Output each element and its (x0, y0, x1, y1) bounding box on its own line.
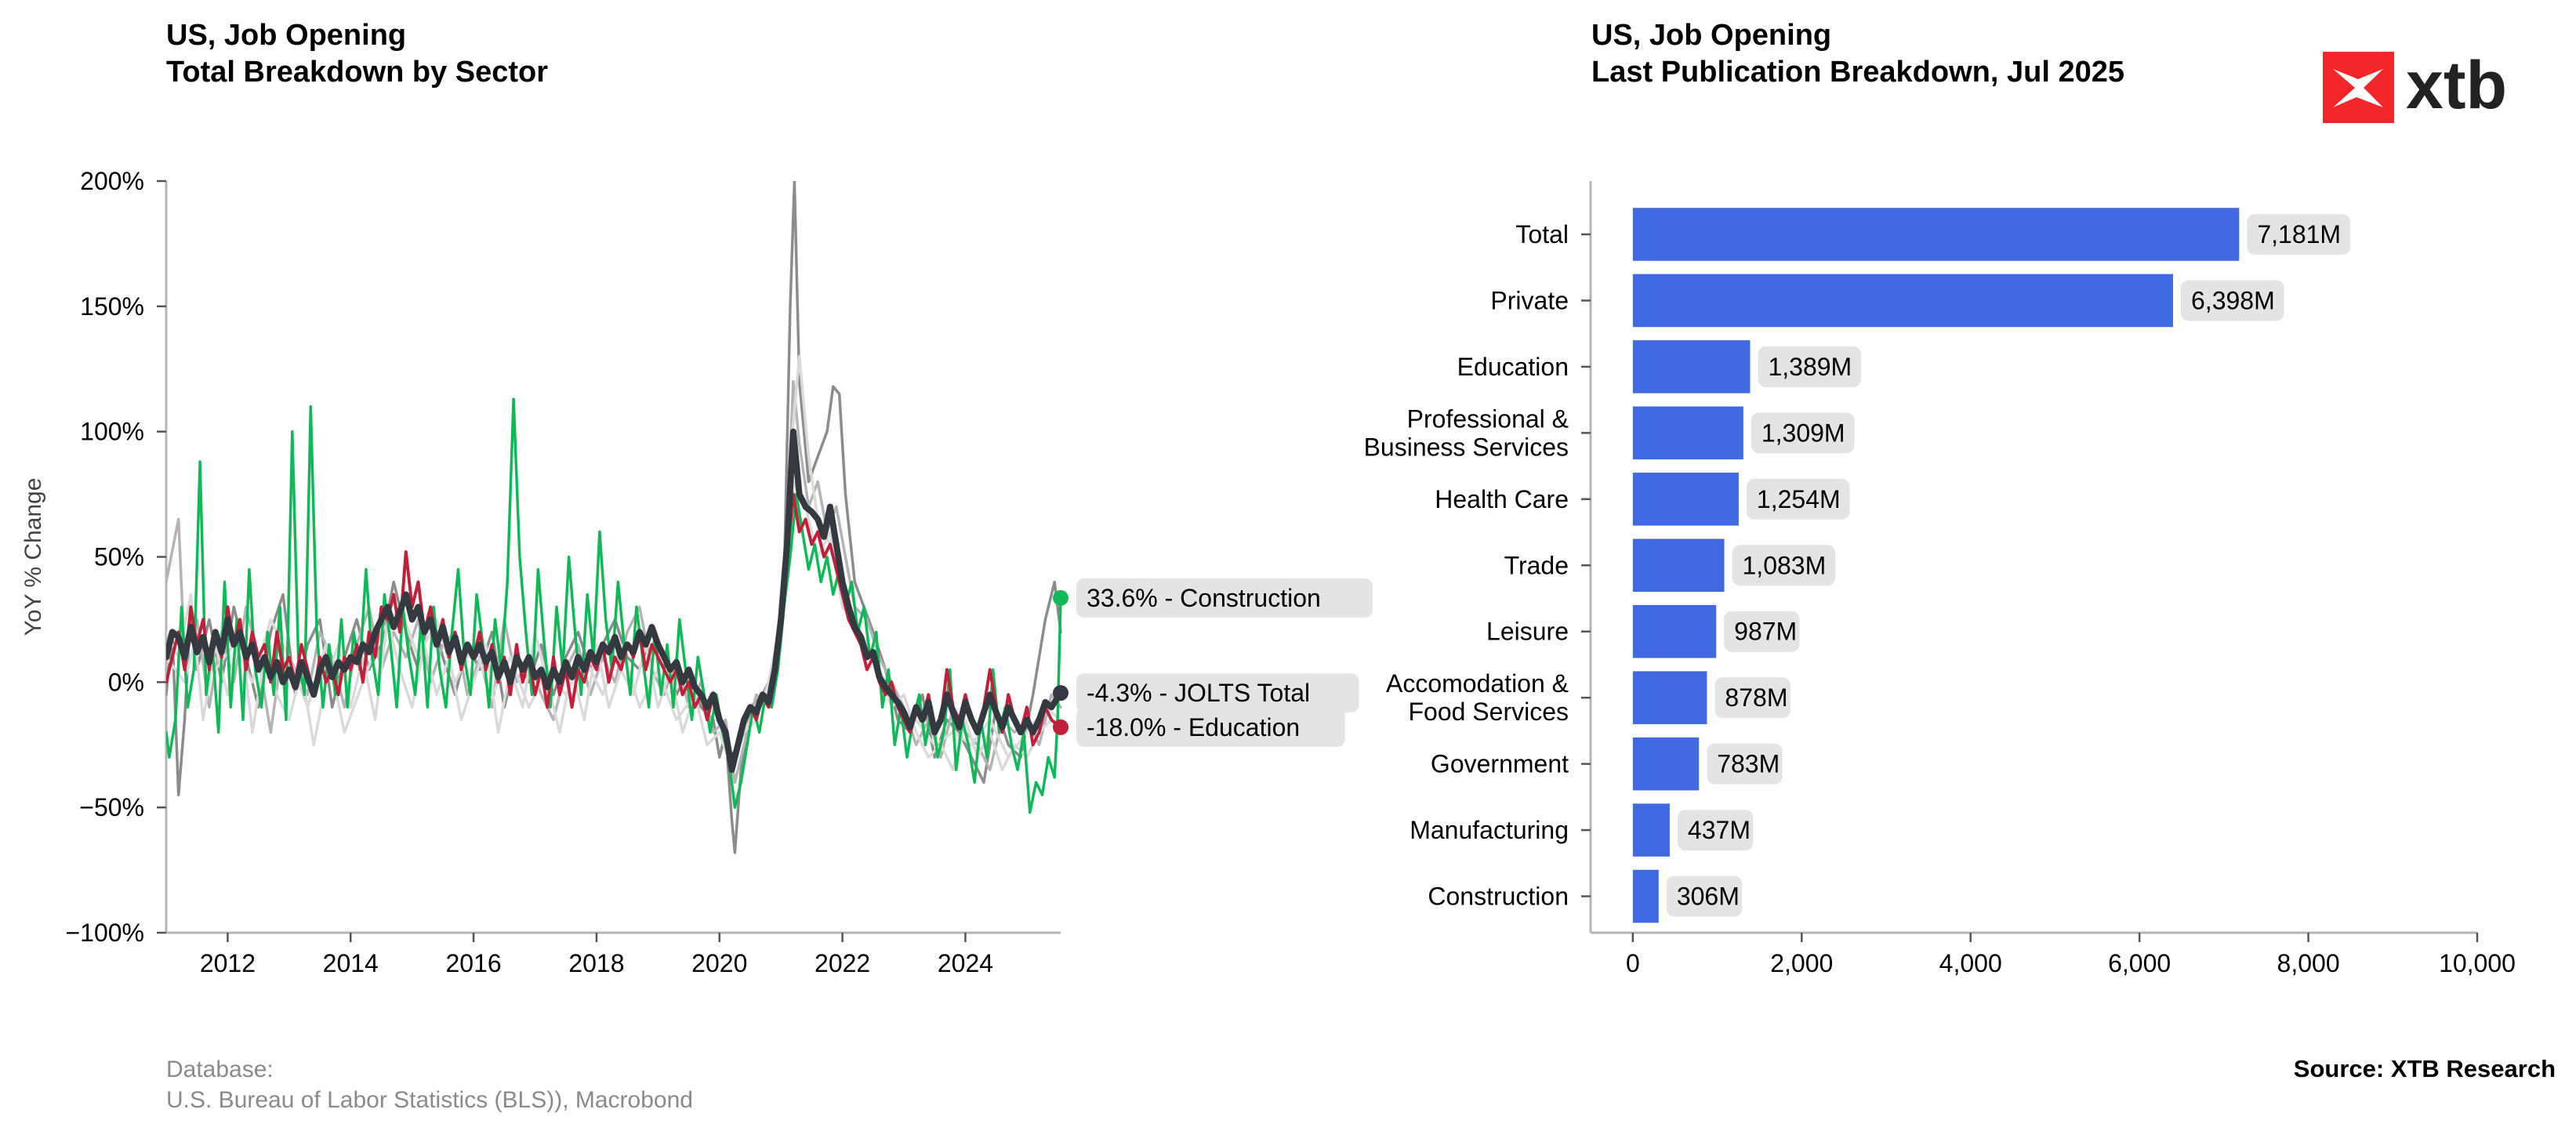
value-label-box (2181, 280, 2284, 321)
annotation-box (1076, 673, 1359, 713)
bar-category-label: Business Services (1364, 433, 1569, 461)
annotation-label-total: -4.3% - JOLTS Total (1087, 679, 1310, 707)
bar (1632, 869, 1659, 923)
annotation-box (1076, 578, 1373, 618)
x-tick-label: 2024 (938, 949, 993, 977)
y-tick-label: −50% (79, 793, 144, 821)
y-tick-label: 100% (80, 418, 144, 446)
value-label: 1,254M (1757, 485, 1841, 513)
y-tick-label: 50% (94, 543, 144, 571)
database-source: U.S. Bureau of Labor Statistics (BLS)), … (166, 1087, 693, 1113)
value-label-box (1751, 412, 1855, 454)
bar (1632, 538, 1725, 593)
x-tick-label: 2020 (691, 949, 747, 977)
bar-chart: 0 2,000 4,000 6,000 8,000 10,000 Total 7,181M P… (1364, 181, 2516, 977)
x-tick-label: 2016 (446, 949, 502, 977)
right-chart-subtitle: Last Publication Breakdown, Jul 2025 (1591, 56, 2124, 89)
line-chart-axes: −100% −50% 0% 50% 100% 150% 200% 2012 2014 2016 20… (65, 167, 1061, 977)
annotation-box (1076, 707, 1345, 747)
bar-category-label: Health Care (1435, 485, 1569, 513)
line-chart: −100% −50% 0% 50% 100% 150% 200% 2012 2014 2016 20… (20, 167, 1373, 977)
end-marker-construction (1053, 589, 1068, 606)
x-tick-label: 2014 (323, 949, 379, 977)
bar-category-label: Leisure (1486, 618, 1569, 646)
bar (1632, 604, 1717, 658)
left-chart-title: US, Job Opening (166, 19, 406, 52)
bar-x-tick-label: 4,000 (1939, 949, 2002, 977)
value-label-box (1758, 346, 1862, 387)
bar (1632, 671, 1707, 724)
value-label: 878M (1725, 683, 1787, 712)
y-tick-label: 200% (80, 167, 144, 195)
x-tick-label: 2018 (568, 949, 624, 977)
xtb-logo-text: xtb (2406, 48, 2507, 123)
bar-category-label: Private (1490, 286, 1569, 314)
series-line-gray2 (166, 379, 1062, 784)
value-label-box (1677, 810, 1754, 851)
bar-category-label: Trade (1504, 551, 1569, 579)
bar-category-label: Food Services (1408, 698, 1569, 726)
value-label: 306M (1677, 883, 1740, 911)
value-label: 437M (1688, 816, 1751, 844)
bar-chart-axes: 0 2,000 4,000 6,000 8,000 10,000 (1589, 181, 2516, 977)
value-label: 1,309M (1761, 419, 1845, 447)
value-label: 1,389M (1768, 353, 1852, 381)
value-label: 1,083M (1743, 551, 1827, 579)
value-label-box (2247, 214, 2350, 255)
bar-x-tick-label: 8,000 (2277, 949, 2340, 977)
xtb-logo-x-icon (2333, 69, 2383, 107)
bar-x-tick-label: 2,000 (1770, 949, 1833, 977)
bar (1632, 737, 1700, 791)
bar-x-tick-label: 6,000 (2108, 949, 2171, 977)
y-tick-label: 150% (80, 292, 144, 321)
value-label-box (1707, 743, 1783, 785)
value-label-box (1724, 611, 1800, 652)
value-label: 7,181M (2257, 220, 2341, 248)
y-tick-label: −100% (65, 919, 144, 947)
line-chart-y-axis-label: YoY % Change (20, 478, 46, 636)
annotation-label-construction: 33.6% - Construction (1087, 584, 1321, 612)
source-credit: Source: XTB Research (2294, 1055, 2556, 1082)
bar-x-tick-label: 0 (1626, 949, 1640, 977)
bar (1632, 473, 1739, 526)
xtb-logo: xtb (2323, 48, 2507, 123)
bar (1632, 208, 2240, 261)
bar-category-label: Professional & (1407, 404, 1569, 433)
bar-category-label: Total (1515, 220, 1569, 248)
bar (1632, 803, 1670, 857)
value-label-box (1714, 677, 1791, 719)
bar (1632, 274, 2174, 328)
bar-category-label: Manufacturing (1410, 816, 1569, 844)
end-marker-total (1053, 685, 1068, 701)
bar (1632, 340, 1751, 393)
bar-category-label: Government (1431, 750, 1569, 778)
x-tick-label: 2022 (815, 949, 870, 977)
right-chart-title: US, Job Opening (1591, 19, 1831, 52)
x-tick-label: 2012 (200, 949, 256, 977)
left-chart-subtitle: Total Breakdown by Sector (166, 56, 548, 89)
bar-category-label: Construction (1428, 883, 1569, 911)
value-label: 987M (1734, 618, 1797, 646)
series-line-total (166, 428, 1062, 774)
bar-x-tick-label: 10,000 (2439, 949, 2516, 977)
bar (1632, 406, 1743, 460)
bar-category-label: Accomodation & (1386, 669, 1569, 698)
end-marker-education (1053, 719, 1068, 735)
y-tick-label: 0% (108, 668, 144, 696)
value-label-box (1746, 478, 1850, 520)
value-label-box (1666, 875, 1743, 917)
bar-category-label: Education (1457, 353, 1569, 381)
value-label: 6,398M (2191, 286, 2275, 314)
line-chart-series (166, 181, 1062, 854)
database-label: Database: (166, 1057, 274, 1082)
line-chart-annotations: 33.6% - Construction -4.3% - JOLTS Total -… (1053, 578, 1373, 747)
bar-chart-bars: Total 7,181M Private 6,398M Education 1,389M P… (1364, 208, 2350, 923)
annotation-label-education: -18.0% - Education (1087, 713, 1300, 741)
value-label-box (1732, 545, 1836, 586)
value-label: 783M (1717, 750, 1780, 778)
